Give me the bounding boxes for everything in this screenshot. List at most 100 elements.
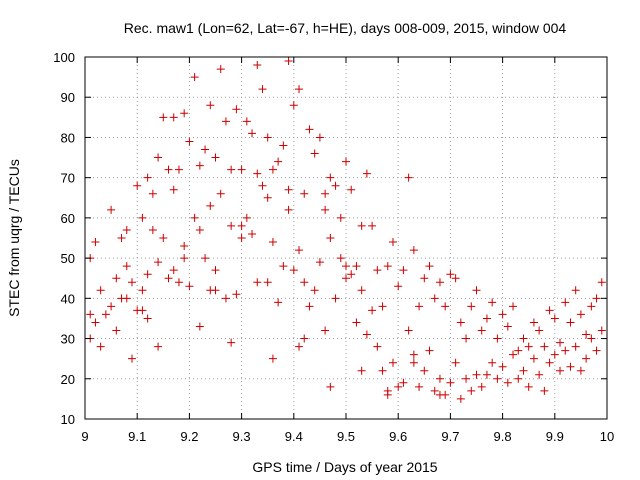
data-point — [404, 173, 413, 182]
data-point — [347, 185, 356, 194]
data-point — [352, 318, 361, 327]
data-point — [185, 137, 194, 146]
x-tick-label: 9.5 — [337, 429, 355, 444]
data-point — [561, 298, 570, 307]
x-tick-label: 10 — [600, 429, 614, 444]
data-point — [107, 205, 116, 214]
data-point — [430, 386, 439, 395]
data-point — [514, 346, 523, 355]
data-point — [342, 262, 350, 271]
data-point — [368, 221, 377, 230]
data-point — [326, 173, 335, 182]
data-point — [571, 342, 580, 351]
data-point — [503, 322, 512, 331]
data-point — [477, 326, 486, 335]
data-point — [310, 149, 319, 158]
data-point — [315, 133, 324, 142]
data-point — [597, 326, 606, 335]
data-point — [535, 370, 544, 379]
data-point — [164, 165, 173, 174]
data-point — [435, 390, 444, 399]
data-point — [279, 141, 288, 150]
data-point — [592, 346, 601, 355]
data-point — [597, 278, 606, 287]
data-point — [566, 318, 575, 327]
y-tick-label: 60 — [61, 211, 75, 226]
data-point — [112, 274, 121, 283]
data-point — [86, 310, 95, 319]
data-point — [347, 270, 356, 279]
data-point — [169, 185, 178, 194]
data-point — [409, 246, 418, 255]
data-point — [195, 161, 204, 170]
data-point — [368, 306, 377, 315]
data-point — [216, 65, 225, 74]
data-point — [514, 374, 523, 383]
y-tick-label: 70 — [61, 171, 75, 186]
data-point — [195, 225, 204, 234]
data-point — [566, 362, 575, 371]
data-point — [211, 153, 220, 162]
data-point — [373, 266, 382, 275]
data-point — [342, 274, 350, 283]
data-point — [592, 294, 601, 303]
data-point — [122, 225, 131, 234]
data-point — [482, 314, 491, 323]
data-point — [420, 274, 429, 283]
data-point — [180, 242, 189, 251]
data-point — [451, 274, 460, 283]
data-point — [326, 382, 335, 391]
data-point — [493, 334, 502, 343]
data-point — [357, 366, 366, 375]
data-point — [462, 374, 471, 383]
data-point — [477, 382, 486, 391]
data-point — [232, 290, 241, 299]
data-point — [378, 366, 387, 375]
ticks-layer: 9 9.1 9.2 9.3 9.4 9.5 9.6 9.7 9.8 9.9 10 10 20 30 40 50… — [53, 50, 614, 444]
data-point — [154, 153, 163, 162]
data-point — [456, 394, 465, 403]
data-point — [232, 105, 241, 114]
y-tick-label: 20 — [61, 372, 75, 387]
data-point — [550, 314, 559, 323]
data-point — [148, 225, 157, 234]
data-point — [529, 318, 538, 327]
data-point — [415, 382, 424, 391]
data-point — [169, 113, 178, 122]
grid-layer — [85, 57, 607, 419]
data-point — [185, 282, 194, 291]
data-point — [373, 342, 382, 351]
x-tick-label: 9.3 — [233, 429, 251, 444]
data-point — [404, 326, 413, 335]
data-point — [284, 205, 293, 214]
data-point — [378, 302, 387, 311]
data-point — [545, 306, 554, 315]
data-point — [524, 342, 533, 351]
data-point — [336, 254, 345, 263]
y-tick-label: 90 — [61, 90, 75, 105]
data-point — [587, 302, 596, 311]
data-points — [86, 57, 606, 403]
x-axis-label: GPS time / Days of year 2015 — [252, 459, 437, 475]
data-point — [201, 254, 210, 263]
data-point — [321, 205, 330, 214]
data-point — [576, 310, 585, 319]
x-tick-label: 9.1 — [128, 429, 146, 444]
data-point — [357, 286, 366, 295]
x-tick-label: 9.4 — [285, 429, 303, 444]
y-tick-label: 30 — [61, 332, 75, 347]
x-tick-label: 9.9 — [546, 429, 564, 444]
data-point — [321, 189, 330, 198]
data-point — [571, 286, 580, 295]
data-point — [253, 278, 262, 287]
data-point — [420, 366, 429, 375]
data-point — [206, 101, 215, 110]
x-tick-label: 9.2 — [180, 429, 198, 444]
data-point — [237, 221, 246, 230]
data-point — [190, 73, 199, 82]
data-point — [242, 117, 251, 126]
data-point — [138, 286, 147, 295]
data-point — [122, 262, 131, 271]
data-point — [342, 157, 350, 166]
data-point — [289, 101, 298, 110]
